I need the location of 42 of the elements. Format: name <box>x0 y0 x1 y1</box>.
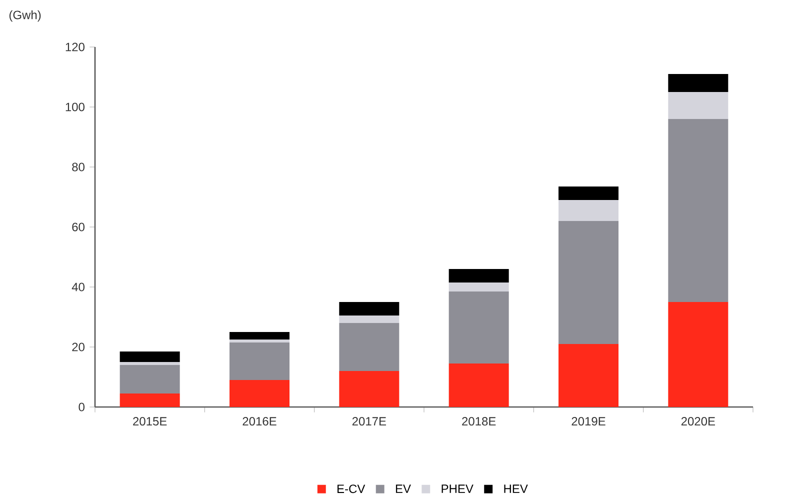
bar <box>230 342 290 380</box>
bar <box>558 344 618 407</box>
legend-label: E-CV <box>338 484 366 494</box>
bar <box>339 323 400 372</box>
bar <box>120 352 180 362</box>
bar <box>448 269 509 282</box>
bar <box>668 92 728 119</box>
bar <box>120 394 180 407</box>
bar <box>558 221 618 344</box>
x-tick-label: 2017E <box>352 417 386 426</box>
x-tick-label: 2020E <box>681 417 715 426</box>
y-axis-title: (Gwh) <box>9 10 41 22</box>
y-tick-label: 60 <box>72 222 84 232</box>
bar <box>558 200 618 221</box>
bar <box>558 186 618 200</box>
bar <box>230 340 290 342</box>
bar <box>339 371 400 407</box>
bar <box>668 119 728 302</box>
legend-label: EV <box>396 484 411 493</box>
y-tick-label: 40 <box>72 282 84 292</box>
x-tick-label: 2019E <box>572 417 606 426</box>
y-tick-label: 80 <box>72 162 84 172</box>
bar <box>230 332 290 340</box>
y-tick-label: 0 <box>78 402 84 412</box>
bar <box>230 380 290 407</box>
bar <box>339 302 400 316</box>
legend-label: PHEV <box>442 484 474 493</box>
bar <box>339 316 400 323</box>
y-tick-label: 120 <box>66 42 84 52</box>
x-tick-label: 2018E <box>462 417 496 426</box>
bar <box>448 292 509 364</box>
bar <box>668 74 728 92</box>
legend-label: HEV <box>504 484 528 493</box>
x-tick-label: 2016E <box>242 417 276 426</box>
bar <box>668 302 728 407</box>
y-tick-label: 100 <box>66 102 84 112</box>
y-tick-label: 20 <box>72 342 84 352</box>
bar <box>448 282 509 292</box>
bar <box>120 365 180 394</box>
bar <box>448 364 509 407</box>
bar <box>120 362 180 365</box>
x-tick-label: 2015E <box>133 417 167 426</box>
